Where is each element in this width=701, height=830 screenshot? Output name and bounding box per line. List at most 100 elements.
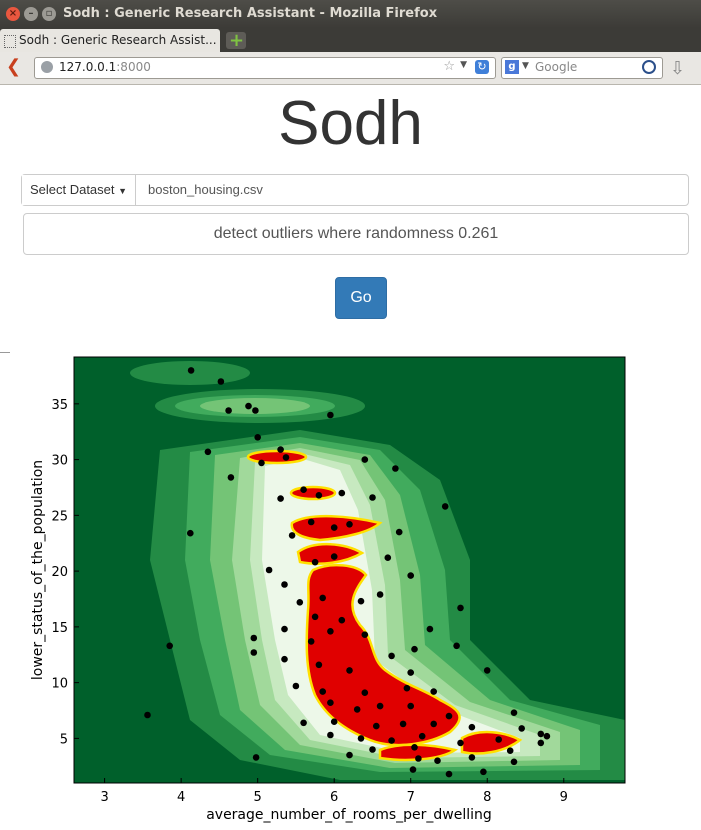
data-point (327, 628, 334, 635)
data-point (399, 720, 407, 728)
data-point (300, 486, 307, 493)
data-point (361, 456, 369, 463)
url-text: 127.0.0.1:8000 (59, 60, 151, 74)
search-input[interactable]: Google (535, 60, 578, 74)
engine-dropdown-icon[interactable]: ▼ (522, 61, 529, 71)
data-point (409, 766, 417, 773)
query-input[interactable]: detect outliers where randomness 0.261 (23, 213, 689, 255)
data-point (357, 735, 365, 742)
data-point (346, 521, 353, 528)
data-point (480, 768, 487, 776)
data-point (204, 448, 212, 456)
reload-icon[interactable]: ↻ (475, 60, 489, 74)
data-point (457, 604, 464, 612)
maximize-window-button[interactable]: ▫ (42, 7, 56, 21)
data-point (254, 434, 261, 441)
data-point (187, 367, 195, 374)
data-point (376, 702, 384, 710)
google-engine-icon[interactable]: g (505, 60, 519, 74)
x-axis-ticks: 3 4 5 6 7 8 9 (100, 778, 568, 805)
data-point (373, 722, 380, 730)
x-tick-label: 6 (330, 790, 338, 805)
search-bar[interactable]: g ▼ Google (501, 57, 663, 79)
history-dropdown-icon[interactable]: ▼ (460, 60, 467, 70)
data-point (506, 747, 514, 754)
dataset-input-group: Select Dataset ▼ boston_housing.csv (21, 174, 689, 206)
data-point (361, 631, 369, 638)
data-point (311, 558, 319, 566)
url-bar[interactable]: 127.0.0.1:8000 ☆ ▼ ↻ (34, 57, 496, 79)
page-icon (4, 35, 16, 48)
download-icon[interactable]: ⇩ (670, 58, 686, 79)
data-point (144, 711, 151, 719)
data-point (445, 712, 453, 720)
data-point (319, 594, 327, 602)
data-point (330, 718, 338, 725)
data-point (338, 489, 346, 497)
x-tick-label: 7 (407, 790, 415, 805)
x-tick-label: 8 (483, 790, 491, 805)
scatter-points (144, 367, 551, 778)
density-contours (130, 361, 625, 780)
data-point (166, 642, 173, 650)
data-point (388, 652, 395, 660)
data-point (315, 661, 323, 669)
data-point (369, 494, 376, 501)
minimize-window-button[interactable]: – (24, 7, 38, 21)
tab-strip: Sodh : Generic Research Assist... + (0, 28, 701, 52)
data-point (217, 378, 225, 385)
data-point (407, 572, 415, 579)
go-button[interactable]: Go (335, 277, 387, 319)
data-point (357, 597, 365, 605)
data-point (346, 751, 353, 759)
window-titlebar: × – ▫ Sodh : Generic Research Assistant … (0, 0, 701, 28)
plus-icon: + (229, 30, 245, 51)
data-point (250, 649, 258, 656)
data-point (281, 581, 288, 588)
x-tick-label: 5 (254, 790, 262, 805)
data-point (430, 720, 438, 728)
data-point (346, 667, 353, 674)
globe-icon (41, 61, 53, 73)
tab-sodh[interactable]: Sodh : Generic Research Assist... (0, 29, 220, 52)
data-point (426, 625, 434, 633)
x-tick-label: 9 (560, 790, 568, 805)
data-point (245, 402, 252, 410)
navigation-toolbar: ❮ 127.0.0.1:8000 ☆ ▼ ↻ g ▼ Google ⇩ (0, 52, 701, 85)
plot-frame (73, 356, 626, 784)
y-tick-label: 30 (51, 454, 68, 469)
y-tick-label: 5 (60, 732, 68, 747)
data-point (361, 689, 369, 696)
data-point (468, 754, 476, 761)
close-window-button[interactable]: × (6, 7, 20, 21)
data-point (537, 730, 545, 738)
data-point (315, 492, 323, 499)
data-point (187, 529, 194, 537)
data-point (388, 737, 395, 744)
data-point (441, 503, 449, 510)
data-point (258, 459, 265, 467)
select-dataset-button[interactable]: Select Dataset ▼ (22, 175, 136, 205)
data-point (327, 699, 334, 706)
y-tick-label: 20 (51, 565, 68, 580)
search-icon[interactable] (642, 60, 656, 74)
data-point (307, 518, 315, 526)
data-point (338, 616, 346, 624)
data-point (392, 465, 399, 472)
x-tick-label: 4 (177, 790, 185, 805)
data-point (252, 407, 259, 414)
new-tab-button[interactable]: + (226, 30, 246, 51)
data-point (510, 709, 518, 716)
divider (0, 352, 10, 353)
data-point (311, 613, 319, 621)
data-point (407, 702, 415, 710)
data-point (495, 736, 503, 743)
back-arrow-icon[interactable]: ❮ (6, 56, 22, 77)
data-point (319, 688, 327, 695)
data-point (265, 566, 273, 574)
data-point (327, 731, 334, 739)
outlier-density-chart: 3 4 5 6 7 8 9 5 10 15 20 25 30 35 average_number_of_… (30, 356, 626, 823)
bookmark-star-icon[interactable]: ☆ (443, 59, 455, 74)
data-point (445, 770, 453, 778)
dataset-field[interactable]: boston_housing.csv (148, 182, 263, 197)
